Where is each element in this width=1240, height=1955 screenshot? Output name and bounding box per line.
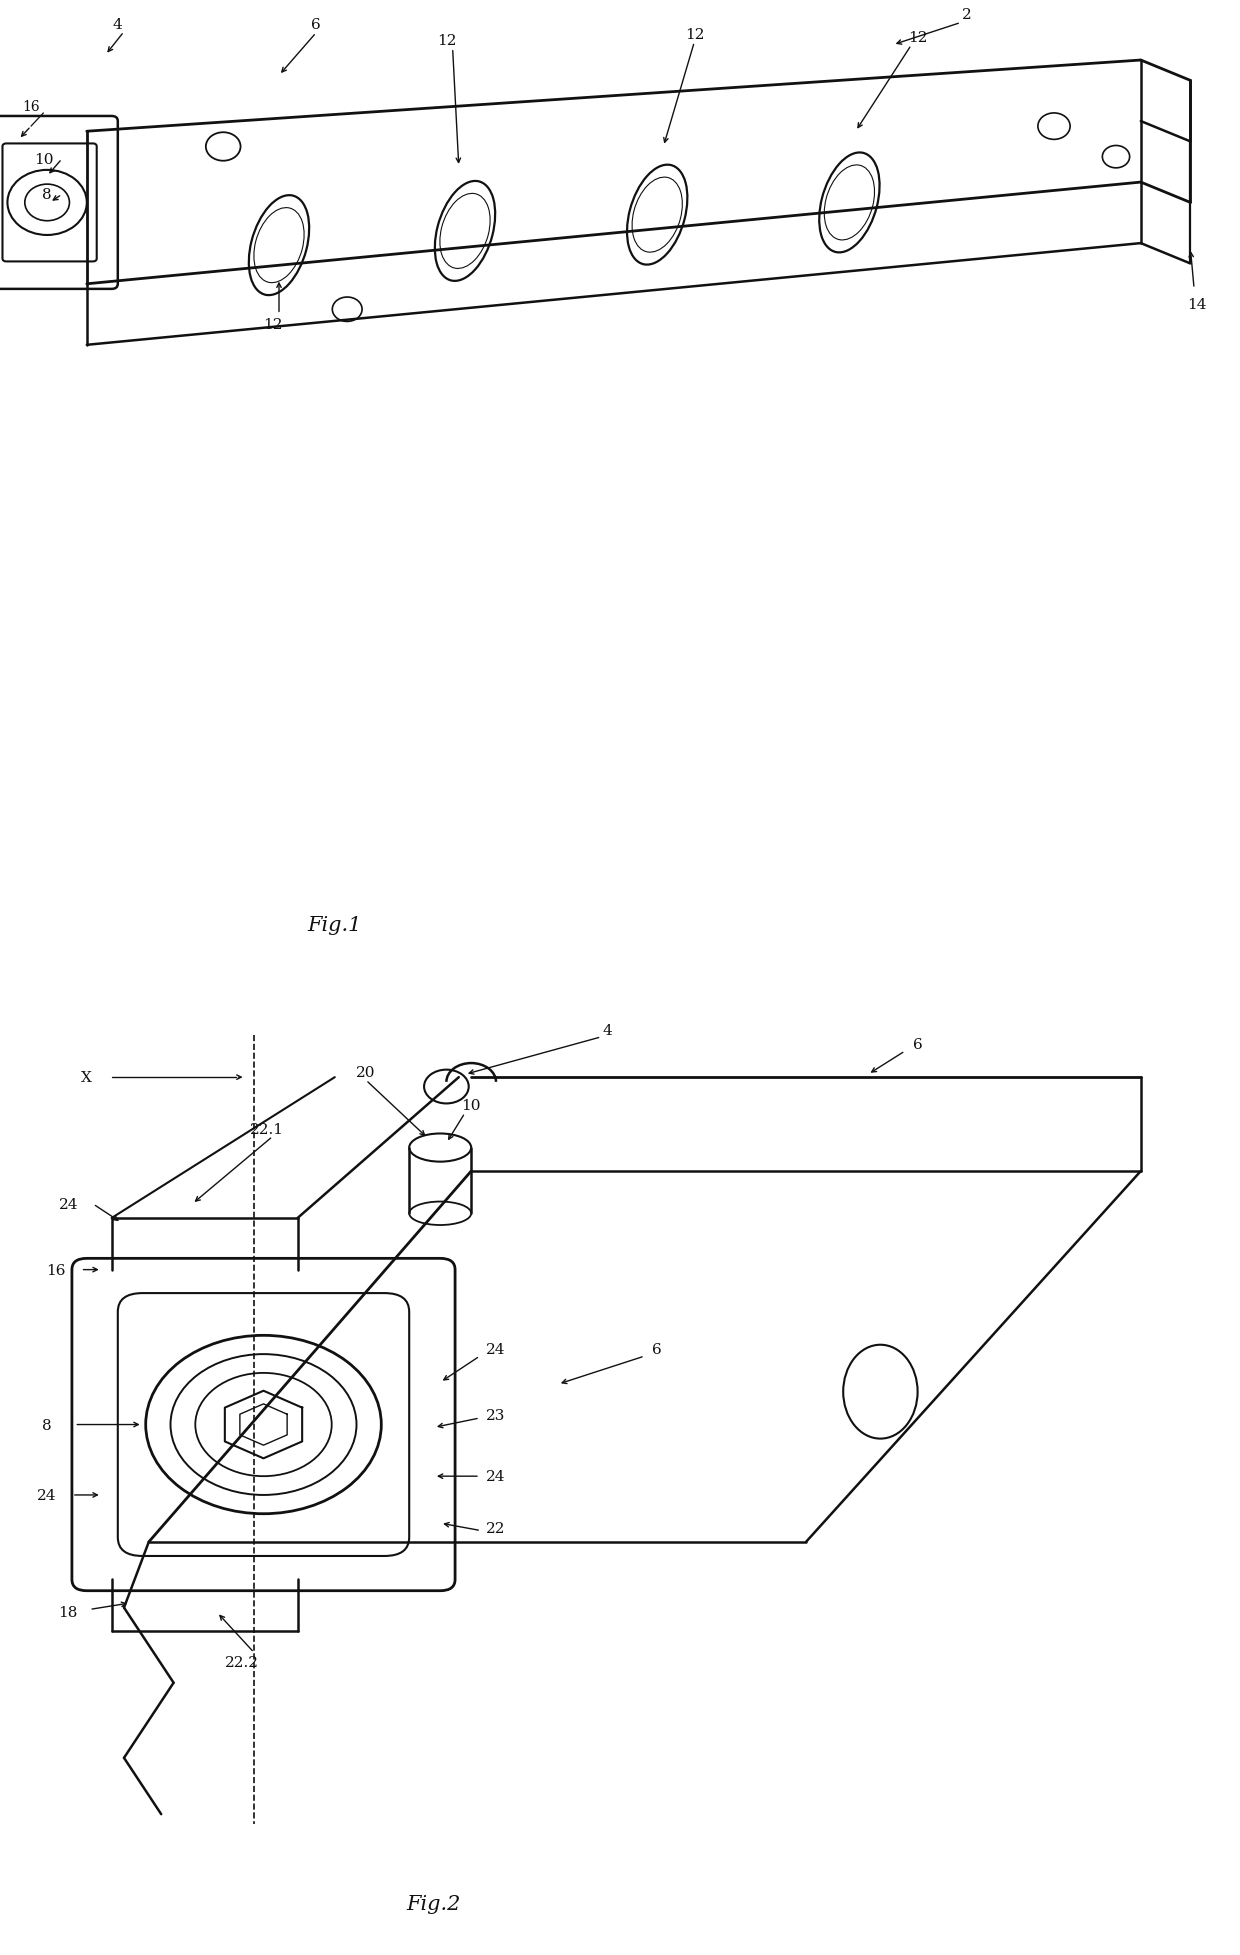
- Text: 6: 6: [311, 18, 321, 33]
- Text: 16: 16: [22, 100, 40, 113]
- Text: 20: 20: [356, 1065, 376, 1079]
- Text: 6: 6: [913, 1038, 923, 1052]
- Text: 4: 4: [113, 18, 123, 33]
- Text: 22.2: 22.2: [224, 1656, 259, 1670]
- Text: 12: 12: [684, 27, 704, 41]
- Text: 6: 6: [652, 1343, 662, 1357]
- Text: 10: 10: [461, 1099, 481, 1112]
- Text: 18: 18: [58, 1605, 78, 1619]
- Text: 12: 12: [436, 33, 456, 47]
- Text: 22.1: 22.1: [249, 1122, 284, 1136]
- Text: 2: 2: [962, 8, 972, 22]
- Text: 12: 12: [908, 31, 928, 45]
- Text: 24: 24: [486, 1343, 506, 1357]
- Text: 12: 12: [263, 319, 283, 332]
- Text: 10: 10: [33, 152, 53, 166]
- Text: 24: 24: [37, 1488, 57, 1501]
- Text: 8: 8: [42, 1417, 52, 1431]
- Text: 8: 8: [42, 188, 52, 201]
- Text: 14: 14: [1187, 297, 1207, 313]
- Text: Fig.1: Fig.1: [308, 915, 362, 934]
- Text: 4: 4: [603, 1024, 613, 1038]
- Text: 16: 16: [46, 1263, 66, 1277]
- Text: Fig.2: Fig.2: [407, 1894, 461, 1912]
- Text: 24: 24: [58, 1196, 78, 1212]
- Text: 22: 22: [486, 1521, 506, 1535]
- Text: 24: 24: [486, 1470, 506, 1484]
- Text: 23: 23: [486, 1408, 506, 1423]
- Text: X: X: [82, 1071, 92, 1085]
